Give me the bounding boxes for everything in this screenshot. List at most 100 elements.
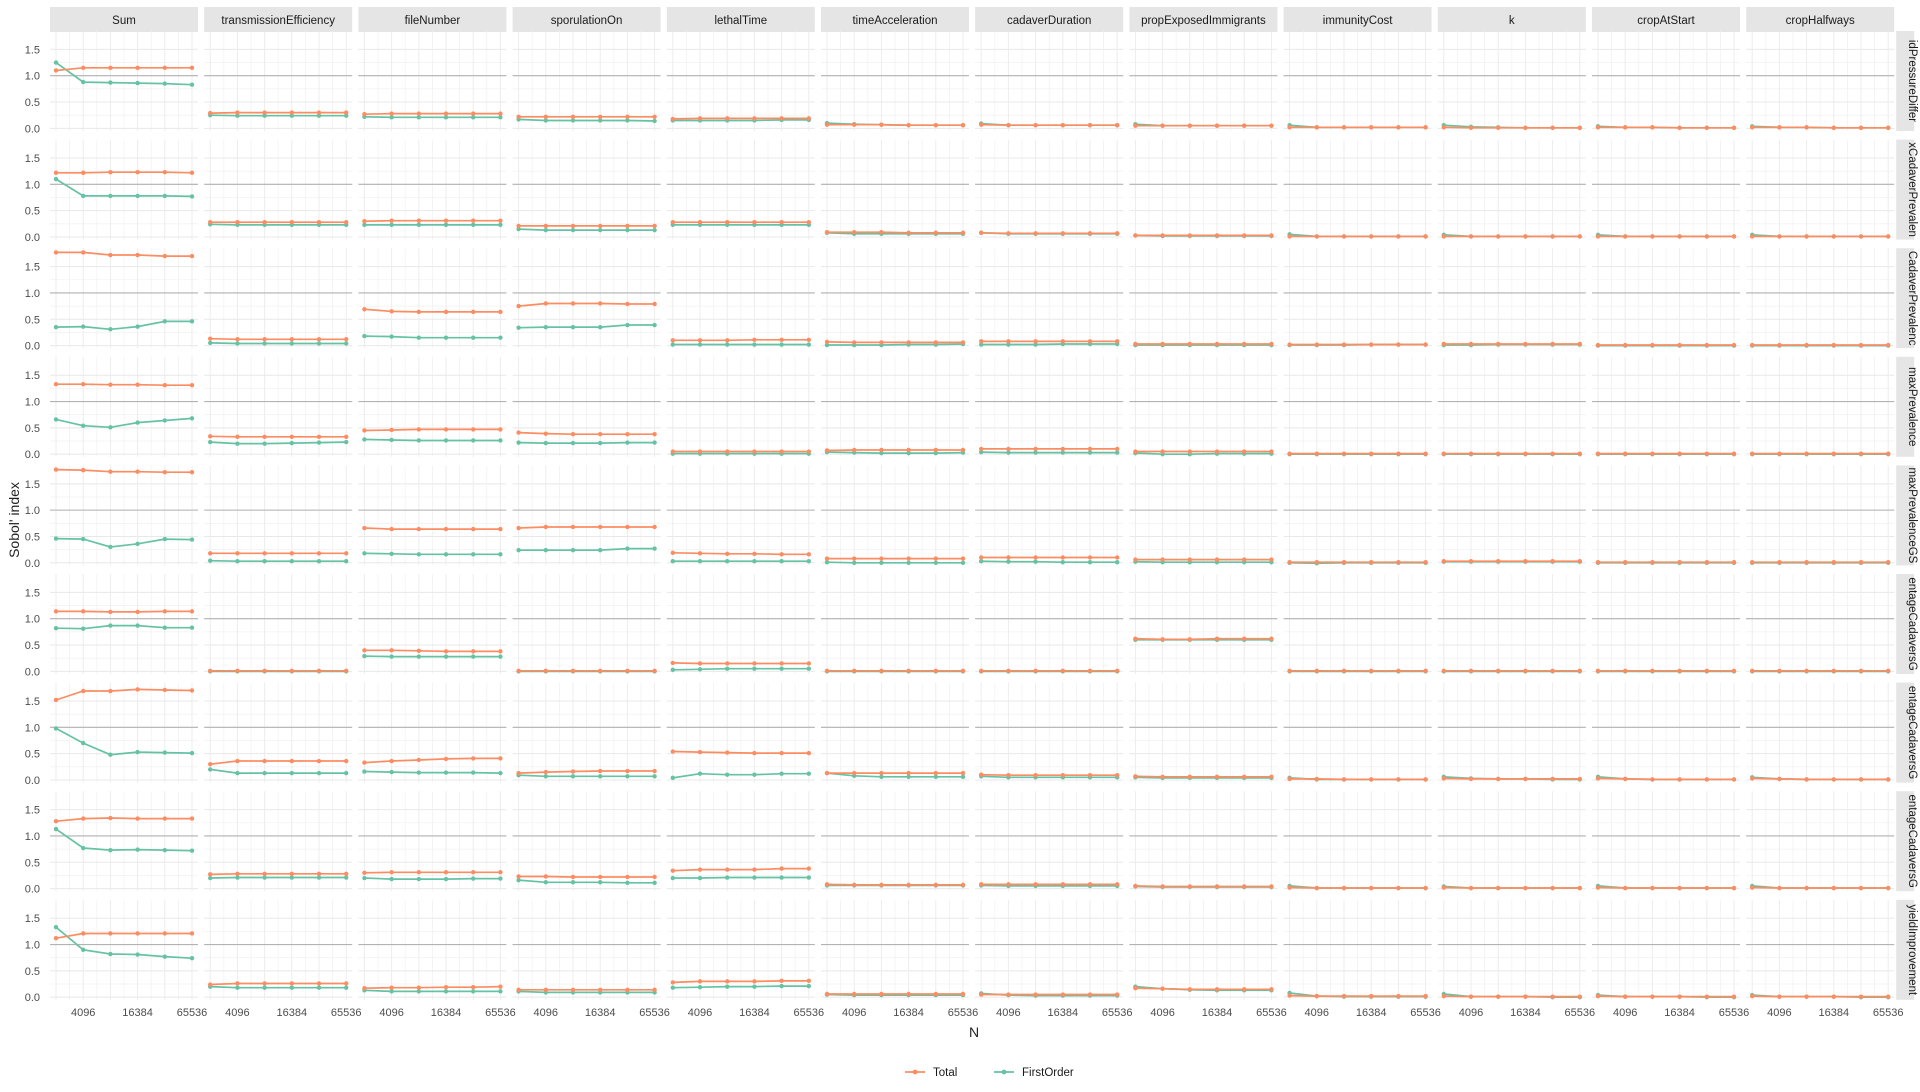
first-order-point [389,437,394,443]
total-point [1369,451,1374,456]
total-point [725,750,730,755]
first-order-point [235,341,240,346]
total-point [1704,885,1710,891]
total-point [162,65,167,71]
column-strip [821,7,969,32]
first-order-point [652,880,657,885]
total-point [189,65,195,71]
total-point [1423,125,1428,130]
total-point [1623,560,1628,565]
first-order-point [516,547,521,553]
total-point [1858,560,1864,565]
total-point [316,220,322,225]
first-order-series-line [981,884,1118,887]
y-tick-label: 0.0 [25,449,40,461]
first-order-point [516,877,521,883]
total-point [416,427,421,432]
panel [821,682,969,783]
first-order-point [697,667,703,672]
total-point [1033,668,1038,674]
first-order-point [1033,559,1038,564]
total-point [625,431,630,437]
total-point [1369,234,1374,239]
total-point [389,648,394,653]
x-tick-label: 16384 [739,1007,770,1019]
total-point [824,556,830,561]
first-order-series-line [364,989,501,993]
total-point [1115,231,1120,236]
first-order-point [779,558,784,564]
total-point [852,556,857,561]
y-tick-label: 1.0 [25,831,40,843]
first-order-series-line [672,667,809,671]
total-point [235,434,240,439]
first-order-point [289,875,294,880]
first-order-point [443,335,449,340]
first-order-series-line [827,343,964,346]
first-order-point [1115,450,1120,455]
panel [975,356,1124,457]
total-point [235,871,240,877]
total-point [1468,776,1474,782]
total-point [108,815,113,821]
first-order-point [1006,559,1011,564]
total-point [1133,986,1138,991]
total-point [1731,994,1737,999]
total-point [362,428,367,433]
total-point [208,982,213,987]
total-point [81,816,86,821]
total-point [316,668,322,674]
total-point [189,816,195,821]
total-series-line [672,750,809,754]
total-point [471,756,476,761]
first-order-point [235,985,240,990]
total-point [960,556,966,561]
total-point [1160,449,1165,454]
panel [1283,899,1432,1000]
panel [1592,791,1740,892]
panel [975,682,1124,783]
first-order-point [208,439,213,445]
first-order-point [516,325,521,330]
total-point [1468,451,1474,456]
panel [821,574,969,674]
first-order-point [625,546,630,551]
total-point [389,427,394,433]
total-point [443,526,449,532]
column-strip [204,7,353,32]
panel [1592,574,1740,674]
first-order-point [189,319,195,324]
total-point [570,668,576,674]
total-point [1831,342,1837,348]
total-point [471,111,476,116]
total-point [235,337,240,342]
total-point [53,819,59,824]
total-point [824,339,830,345]
panel [358,899,507,1000]
total-point [1314,993,1320,999]
first-order-point [570,774,576,779]
row-strip [1896,31,1915,131]
first-order-point [806,666,811,671]
total-point [1187,233,1193,238]
y-tick-label: 1.5 [25,370,40,382]
x-tick-label: 16384 [277,1007,308,1019]
first-order-point [725,984,730,989]
total-point [135,609,140,615]
panel [1592,356,1740,457]
total-point [108,252,113,258]
total-point [779,978,784,984]
total-point [162,687,167,693]
total-point [262,337,267,342]
total-point [1160,774,1165,780]
first-order-point [81,947,86,952]
total-point [189,609,195,614]
x-tick-label: 16384 [1202,1007,1233,1019]
total-point [362,986,367,991]
first-order-point [806,983,811,989]
first-order-series-line [55,320,192,331]
first-order-point [443,989,449,994]
first-order-point [570,440,576,446]
total-point [824,448,830,453]
